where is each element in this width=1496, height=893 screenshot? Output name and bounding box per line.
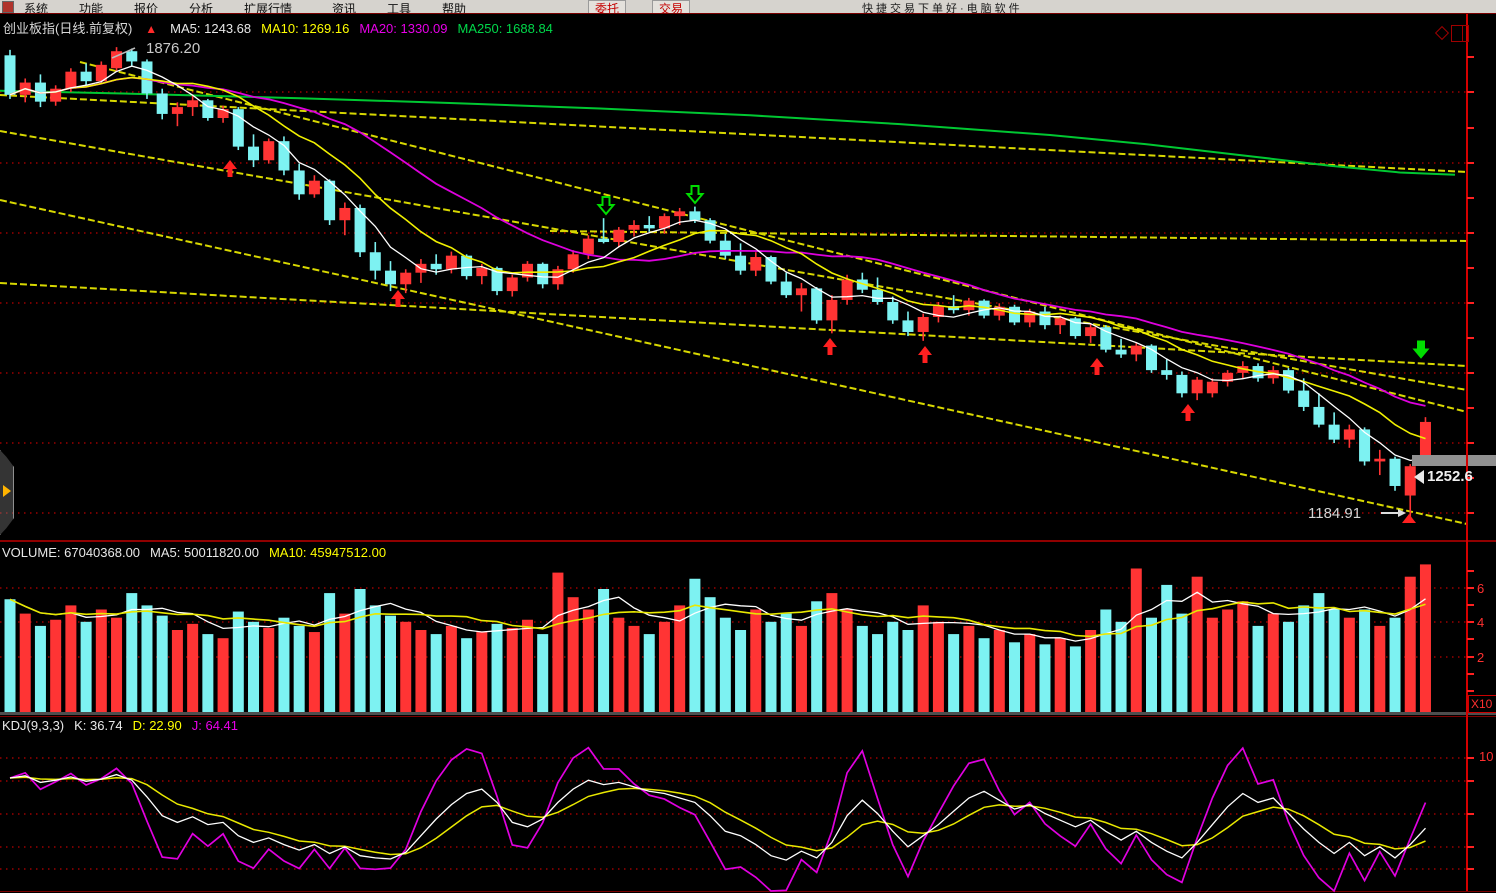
high-price-label: 1876.20 (146, 40, 201, 57)
menu-item-9[interactable]: 交易 (652, 0, 691, 13)
volume-header: VOLUME: 67040368.00 MA5: 50011820.00 MA10:… (2, 545, 396, 560)
last-close-tag: 1252.6 (1427, 468, 1473, 485)
ma250-line (0, 89, 1456, 176)
volume-ma10-value: MA10: 45947512.00 (268, 545, 387, 560)
kdj-j-value: J: 64.41 (191, 718, 238, 733)
ma250-value: MA250: 1688.84 (457, 21, 553, 36)
vol-axis-2: 2 (1477, 650, 1485, 665)
menu-item-8[interactable]: 委托 (588, 0, 627, 13)
kdj-header: KDJ(9,3,3) K: 36.74 D: 22.90 J: 64.41 (2, 718, 248, 733)
window-split-icon-small[interactable] (1462, 25, 1469, 42)
menu-item-3[interactable]: 分析 (189, 2, 214, 14)
price-axis (1466, 14, 1474, 891)
trendlines (0, 61, 1468, 525)
menu-item-5[interactable]: 资讯 (332, 2, 357, 14)
vol-axis-6: 6 (1477, 581, 1485, 596)
menu-bar[interactable]: 快捷交易下单好·电脑软件 系统 功能 报价 分析 扩展行情 资讯 工具 帮助 委托 交易 (0, 0, 1496, 14)
app-icon[interactable] (2, 1, 14, 13)
signal-markers (223, 160, 1430, 523)
menu-item-1[interactable]: 功能 (79, 2, 104, 14)
kdj-k-value: K: 36.74 (74, 718, 123, 733)
volume-unit-box: X10 (1468, 695, 1496, 713)
menu-item-4[interactable]: 扩展行情 (244, 2, 293, 14)
menu-item-7[interactable]: 帮助 (442, 2, 467, 14)
kdj-lines (9, 746, 1427, 893)
kdj-label: KDJ(9,3,3) (2, 718, 65, 733)
expand-arrow-icon (3, 485, 11, 497)
main-chart-header: 创业板指(日线.前复权) ▲ MA5: 1243.68 MA10: 1269.16 MA… (3, 18, 563, 37)
volume-bars (4, 564, 1431, 712)
candlesticks (4, 47, 1431, 519)
menu-item-2[interactable]: 报价 (134, 2, 159, 14)
price-annotations (111, 47, 1406, 517)
symbol-title: 创业板指(日线.前复权) (3, 21, 133, 36)
volume-value: VOLUME: 67040368.00 (2, 545, 141, 560)
promo-text: 快捷交易下单好·电脑软件 (862, 3, 1023, 14)
pane-separators (0, 13, 1496, 892)
gridlines (0, 91, 1467, 870)
close-price-tag (1412, 455, 1496, 484)
ma5-value: MA5: 1243.68 (170, 21, 252, 36)
up-trend-arrow-icon: ▲ (145, 22, 158, 36)
price-ma-lines (9, 65, 1426, 462)
ma20-value: MA20: 1330.09 (359, 21, 448, 36)
menu-item-6[interactable]: 工具 (387, 2, 412, 14)
ma10-value: MA10: 1269.16 (261, 21, 350, 36)
low-price-label: 1184.91 (1308, 505, 1362, 522)
volume-ma5-value: MA5: 50011820.00 (150, 545, 259, 560)
kdj-axis-100: 10 (1479, 749, 1494, 764)
kdj-d-value: D: 22.90 (132, 718, 182, 733)
volume-ma-lines (9, 591, 1426, 642)
vol-axis-4: 4 (1477, 615, 1485, 630)
menu-item-0[interactable]: 系统 (24, 2, 49, 14)
